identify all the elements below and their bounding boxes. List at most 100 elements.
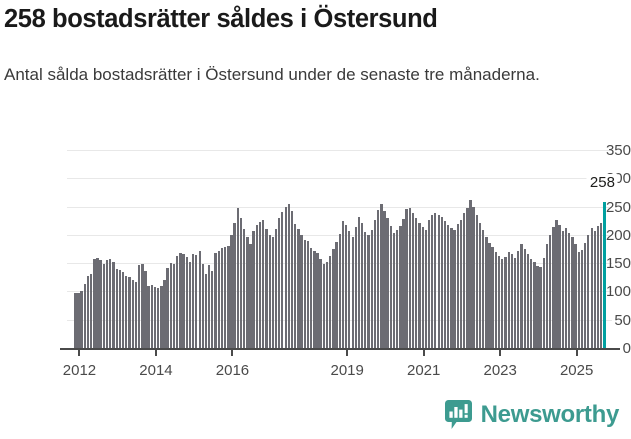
bar	[198, 251, 201, 348]
x-axis-tick	[78, 350, 81, 356]
bar	[584, 242, 587, 348]
bar	[437, 214, 440, 348]
bar	[424, 229, 427, 348]
y-axis-tick-label: 0	[622, 340, 631, 357]
bar	[99, 260, 102, 348]
bar	[567, 233, 571, 348]
bar	[188, 262, 192, 348]
bar	[469, 199, 472, 348]
bar	[491, 247, 494, 348]
bar	[456, 224, 460, 348]
bar	[217, 250, 220, 348]
bar	[466, 207, 469, 348]
bar	[555, 219, 558, 348]
bar	[408, 208, 412, 348]
gridline	[67, 206, 612, 208]
bar	[345, 225, 348, 348]
bar	[195, 255, 198, 348]
bar-highlighted	[603, 202, 606, 348]
bar	[383, 211, 386, 348]
bar	[361, 222, 364, 348]
bar	[392, 232, 396, 348]
bar	[364, 232, 367, 348]
x-axis-tick-label: 2014	[139, 362, 173, 379]
bar	[77, 293, 80, 348]
bar	[577, 251, 580, 348]
bar	[287, 204, 290, 348]
bar	[504, 256, 507, 348]
bar	[395, 229, 399, 348]
bar	[596, 225, 599, 348]
bar	[523, 249, 526, 348]
bar	[290, 211, 294, 348]
bar	[341, 220, 345, 348]
bar	[153, 287, 157, 348]
bar	[230, 234, 233, 348]
bar	[131, 280, 134, 348]
x-axis-tick-label: 2025	[559, 362, 594, 379]
bar	[542, 257, 546, 348]
bar	[600, 222, 603, 348]
bar	[175, 255, 179, 348]
bar-chart: 0 50 100 150 200 250 300 350 258 2012 2014 2016 20…	[0, 138, 631, 393]
x-axis-tick	[231, 350, 234, 356]
bar	[351, 236, 354, 348]
bar	[564, 227, 568, 348]
bar	[233, 222, 236, 348]
bar	[306, 241, 310, 348]
bar	[545, 243, 549, 348]
bar	[411, 212, 415, 348]
bar	[80, 290, 83, 348]
x-axis-tick	[575, 350, 578, 356]
bar	[389, 225, 393, 348]
bar	[510, 253, 513, 348]
bar	[357, 217, 360, 348]
bar	[328, 256, 332, 348]
bar	[214, 252, 217, 348]
bar	[252, 231, 255, 348]
bar	[313, 250, 316, 348]
bar	[227, 245, 230, 348]
bar	[96, 257, 99, 348]
brand-name: Newsworthy	[480, 401, 620, 428]
bar	[179, 252, 182, 348]
bar	[169, 262, 173, 348]
page-subtitle: Antal sålda bostadsrätter i Östersund un…	[4, 65, 540, 84]
bar	[475, 215, 479, 348]
bar	[93, 258, 96, 348]
bar	[150, 284, 154, 348]
bar	[548, 234, 552, 348]
bar	[373, 220, 377, 348]
bar	[580, 250, 584, 348]
bar	[144, 271, 147, 348]
bar	[325, 262, 329, 348]
bar	[453, 230, 456, 348]
bar	[249, 244, 252, 348]
bar	[443, 220, 447, 348]
chart-footer: Newsworthy	[0, 398, 631, 439]
bar	[514, 258, 517, 348]
bar	[399, 226, 402, 348]
bar	[402, 219, 405, 348]
bar	[459, 219, 463, 348]
bar	[125, 276, 128, 348]
bar	[239, 218, 243, 348]
bar	[494, 251, 498, 348]
x-axis-line	[60, 348, 620, 350]
bar	[204, 273, 207, 348]
gridline	[67, 150, 612, 151]
bar	[561, 231, 565, 348]
bar	[529, 258, 533, 348]
y-axis-tick-label: 150	[605, 255, 631, 273]
bar	[83, 284, 87, 348]
bar	[262, 219, 265, 348]
bar	[481, 230, 485, 348]
bar	[300, 234, 303, 348]
bar	[354, 226, 357, 348]
bar	[74, 292, 77, 348]
bar	[246, 237, 249, 348]
bar-series	[0, 138, 631, 350]
bar	[185, 256, 188, 348]
bar	[275, 228, 278, 348]
